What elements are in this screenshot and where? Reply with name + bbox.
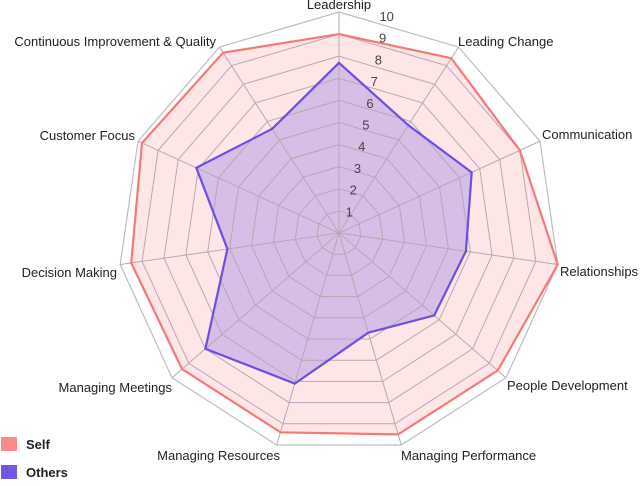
grid-ring — [250, 144, 428, 319]
grid-ring — [207, 99, 471, 361]
spoke — [120, 232, 340, 265]
others-outline — [194, 61, 473, 385]
tick-label: 2 — [350, 183, 357, 198]
legend-item-self[interactable]: Self — [0, 430, 68, 458]
tick-label: 4 — [358, 139, 365, 154]
axis-label: Decision Making — [22, 265, 117, 280]
spoke — [171, 232, 340, 379]
axis-label: Managing Resources — [157, 448, 280, 463]
spoke — [338, 140, 541, 234]
legend-label-others: Others — [26, 464, 68, 480]
tick-label: 7 — [371, 74, 378, 89]
tick-label: 6 — [366, 96, 373, 111]
axis-label: Leading Change — [458, 34, 553, 49]
spoke — [338, 232, 507, 379]
grid-ring — [316, 210, 362, 255]
tick-label: 8 — [375, 52, 382, 67]
spoke — [276, 232, 340, 446]
legend: Self Others — [0, 430, 68, 486]
spoke — [338, 232, 402, 446]
tick-label: 1 — [346, 204, 353, 219]
spoke — [219, 46, 340, 234]
legend-swatch-self — [1, 437, 17, 451]
series-others-polygon — [196, 62, 472, 384]
tick-labels: 1 2 3 4 5 6 7 8 9 10 — [346, 9, 394, 219]
spoke — [137, 140, 340, 234]
tick-label: 9 — [379, 31, 386, 46]
grid-ring — [272, 166, 406, 298]
legend-label-self: Self — [26, 436, 50, 452]
legend-item-others[interactable]: Others — [0, 458, 68, 486]
axis-label: Leadership — [307, 0, 371, 12]
axis-label: Managing Meetings — [59, 380, 173, 395]
axis-label: Managing Performance — [401, 448, 536, 463]
axis-label: People Development — [507, 378, 628, 393]
axis-labels: Leadership Leading Change Communication Rel… — [14, 0, 638, 463]
grid-ring — [163, 55, 515, 404]
spoke — [338, 232, 558, 265]
tick-label: 5 — [362, 118, 369, 133]
spoke — [338, 46, 459, 234]
grid-ring — [185, 77, 493, 382]
grid-ring — [229, 121, 449, 340]
others-fill — [196, 62, 472, 384]
tick-label: 10 — [379, 9, 393, 24]
grid-ring — [141, 33, 537, 425]
axis-label: Relationships — [560, 264, 639, 279]
grid-ring — [294, 188, 384, 276]
self-outline — [130, 32, 559, 436]
grid-ring — [119, 11, 559, 446]
axis-label: Customer Focus — [40, 128, 136, 143]
tick-label: 3 — [354, 161, 361, 176]
axis-label: Communication — [542, 127, 632, 142]
radar-spokes — [119, 11, 559, 446]
legend-swatch-others — [1, 465, 17, 479]
axis-label: Continuous Improvement & Quality — [14, 34, 216, 49]
